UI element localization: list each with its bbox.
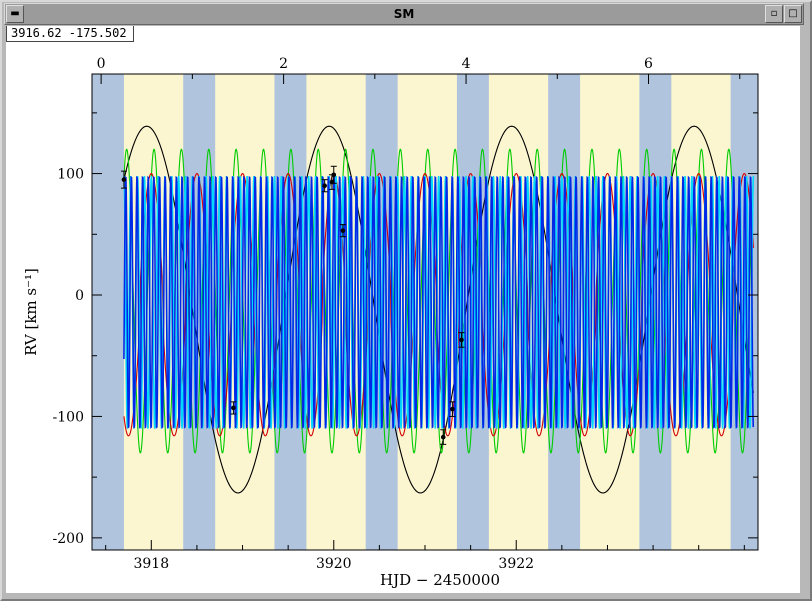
maximize-button[interactable]: □ (784, 5, 802, 23)
rv-curve-5 (123, 175, 755, 429)
data-point (459, 337, 464, 343)
data-point (450, 406, 455, 412)
window-menu-icon: ▬ (10, 8, 20, 19)
y-axis-label: RV [km s⁻¹] (22, 268, 40, 356)
coordinate-readout: 3916.62 -175.502 (6, 26, 134, 42)
maximize-icon: □ (788, 8, 798, 19)
top-tick-label: 4 (462, 56, 471, 72)
top-tick-label: 0 (97, 56, 106, 72)
top-tick-label: 2 (279, 56, 288, 72)
y-tick-label: -100 (53, 409, 84, 425)
y-tick-label: 0 (75, 288, 84, 304)
data-point (121, 177, 127, 182)
x-tick-label: 3922 (498, 556, 534, 572)
x-tick-label: 3920 (316, 556, 352, 572)
x-tick-label: 3918 (133, 556, 169, 572)
y-tick-label: 100 (57, 167, 84, 183)
night-band (92, 74, 124, 550)
y-tick-label: -200 (53, 531, 84, 547)
data-point (322, 183, 327, 189)
window-title: SM (393, 7, 415, 21)
minimize-icon: ▫ (770, 8, 778, 19)
window-menu-button[interactable]: ▬ (6, 5, 24, 23)
title-bar[interactable]: ▬ SM ▫ □ (4, 3, 804, 25)
data-point (331, 172, 337, 178)
minimize-button[interactable]: ▫ (765, 5, 783, 23)
data-point (231, 405, 236, 411)
x-axis-label: HJD − 2450000 (380, 571, 500, 589)
data-point (340, 228, 346, 233)
top-tick-label: 6 (644, 56, 653, 72)
data-point (440, 434, 446, 440)
